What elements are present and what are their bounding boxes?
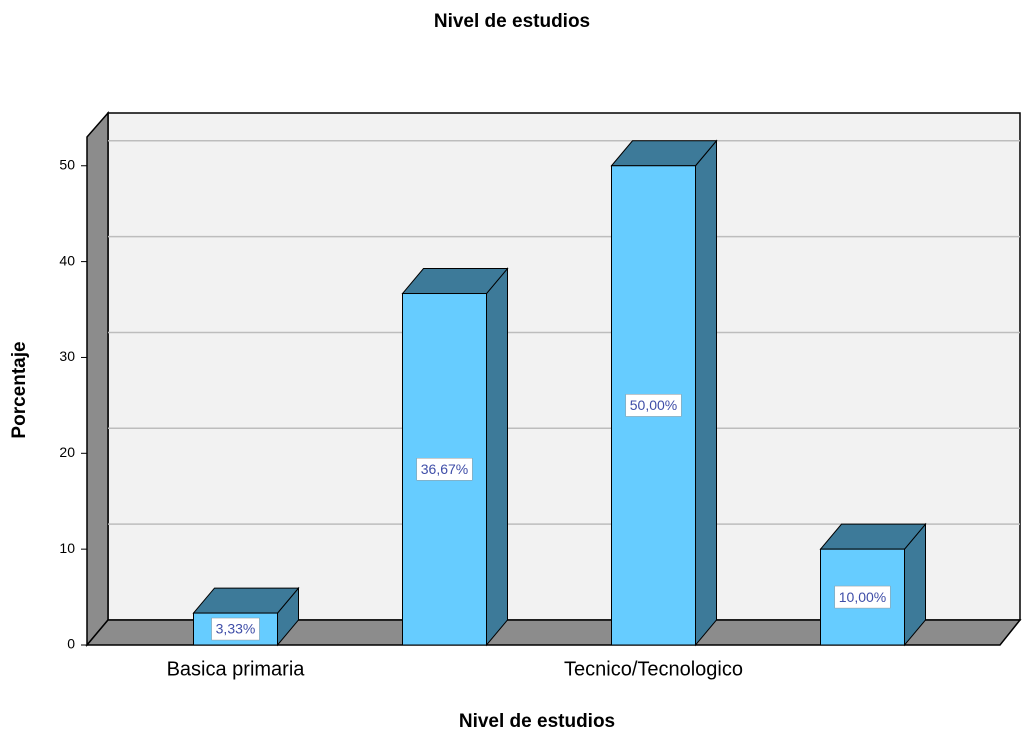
data-label-box [211,617,260,641]
y-tick-label: 10 [59,540,75,556]
y-tick-label: 50 [59,156,75,172]
x-tick-label: Basica primaria [167,658,306,680]
bar-side [486,267,508,647]
x-axis-title: Nivel de estudios [459,711,615,732]
y-tick-label: 20 [59,444,75,460]
y-tick-label: 40 [59,252,75,268]
chart-title: Nivel de estudios [434,11,590,32]
data-label-box [625,394,682,417]
left-wall [86,111,109,648]
data-label: 10,00% [839,589,886,605]
data-label-box [416,458,473,481]
y-tick-label: 30 [59,348,75,364]
data-label: 50,00% [630,397,677,413]
data-label: 36,67% [421,461,468,477]
x-tick-label: Tecnico/Tecnologico [564,658,743,680]
data-label: 3,33% [216,621,256,637]
bar-side [695,139,717,647]
data-label-box [834,585,891,609]
y-tick-label: 0 [67,636,75,652]
y-axis-title: Porcentaje [9,341,30,438]
